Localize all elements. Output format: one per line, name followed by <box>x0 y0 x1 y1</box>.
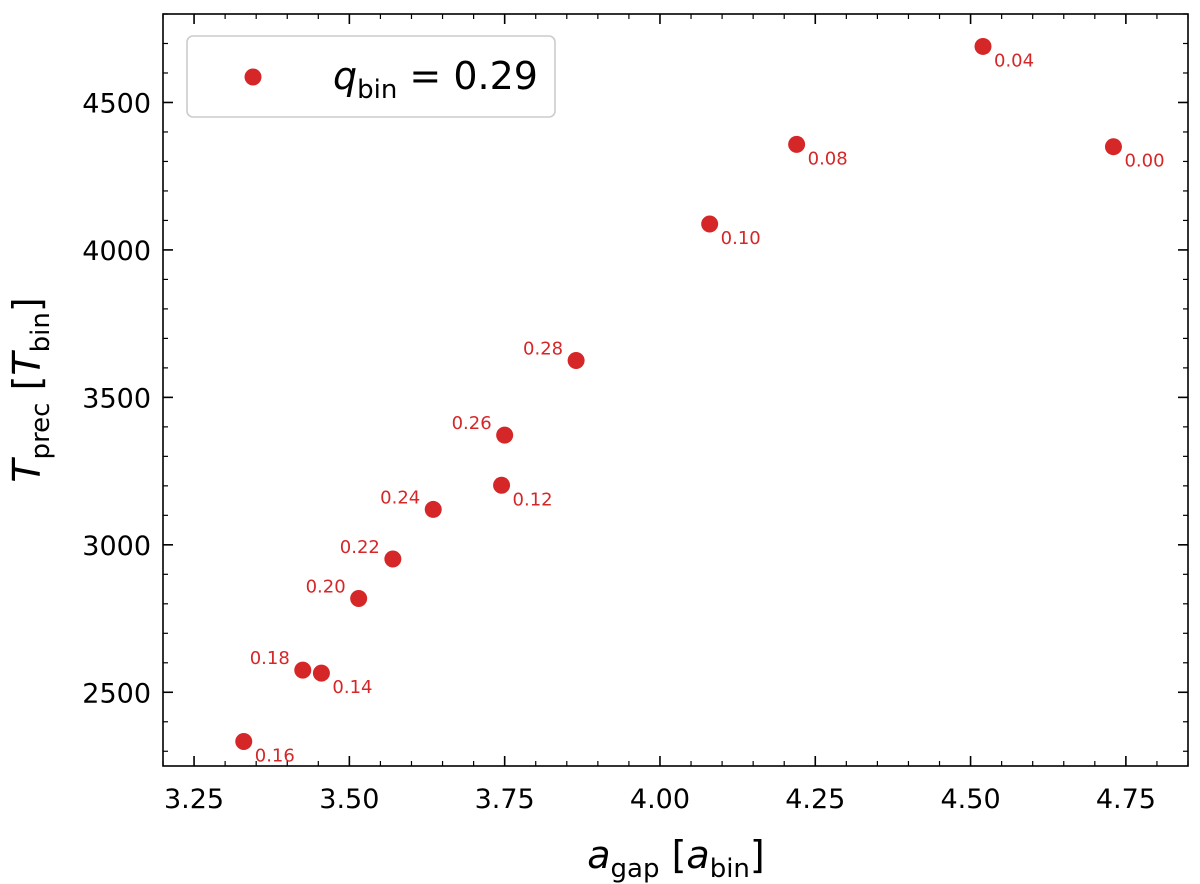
data-point <box>294 661 312 679</box>
data-point-label: 0.22 <box>340 537 380 558</box>
data-point <box>235 733 253 751</box>
data-point-label: 0.12 <box>513 489 553 510</box>
data-point-label: 0.10 <box>721 228 761 249</box>
y-tick-label: 2500 <box>82 678 151 709</box>
data-point-label: 0.14 <box>332 677 372 698</box>
x-tick-labels: 3.25 3.50 3.75 4.00 4.25 4.50 4.75 <box>164 784 1156 815</box>
major-ticks <box>163 14 1188 766</box>
data-point-label: 0.26 <box>452 413 492 434</box>
data-point-label: 0.00 <box>1124 151 1164 172</box>
y-tick-label: 3500 <box>82 383 151 414</box>
data-point-label: 0.20 <box>306 576 346 597</box>
plot-area <box>163 14 1188 766</box>
data-point <box>312 664 330 682</box>
legend-marker <box>244 68 262 86</box>
data-point <box>974 37 992 55</box>
data-point <box>493 476 511 494</box>
y-tick-label: 3000 <box>82 531 151 562</box>
data-point <box>567 352 585 370</box>
x-axis-title: agap [abin] <box>587 833 765 884</box>
legend-box <box>186 35 556 118</box>
x-tick-label: 3.50 <box>319 784 379 815</box>
legend: qbin = 0.29 <box>186 35 556 118</box>
x-tick-label: 4.75 <box>1096 784 1156 815</box>
minor-ticks <box>162 13 1189 766</box>
data-point-labels: 0.00 0.04 0.08 0.10 0.12 0.14 0.16 0.18 0.20 0.22… <box>250 50 1165 766</box>
data-point <box>701 215 719 233</box>
y-axis-title: Tprec [Tbin] <box>5 297 56 482</box>
data-point <box>1104 138 1122 156</box>
y-tick-label: 4500 <box>82 88 151 119</box>
data-point <box>788 135 806 153</box>
x-tick-label: 4.50 <box>941 784 1001 815</box>
data-point <box>350 589 368 607</box>
data-point <box>424 500 442 518</box>
data-point-label: 0.04 <box>994 50 1034 71</box>
data-point-label: 0.24 <box>380 487 420 508</box>
x-tick-label: 4.25 <box>785 784 845 815</box>
x-tick-label: 3.25 <box>164 784 224 815</box>
plot-frame <box>162 13 1189 767</box>
data-points <box>235 37 1122 751</box>
legend-label: qbin = 0.29 <box>333 54 538 105</box>
data-point-label: 0.16 <box>255 746 295 767</box>
y-tick-label: 4000 <box>82 236 151 267</box>
data-point <box>496 426 514 444</box>
data-point-label: 0.28 <box>523 339 563 360</box>
data-point-label: 0.18 <box>250 648 290 669</box>
data-point-label: 0.08 <box>808 148 848 169</box>
y-tick-labels: 2500 3000 3500 4000 4500 <box>82 88 151 709</box>
x-tick-label: 3.75 <box>475 784 535 815</box>
x-tick-label: 4.00 <box>630 784 690 815</box>
data-point <box>384 550 402 568</box>
